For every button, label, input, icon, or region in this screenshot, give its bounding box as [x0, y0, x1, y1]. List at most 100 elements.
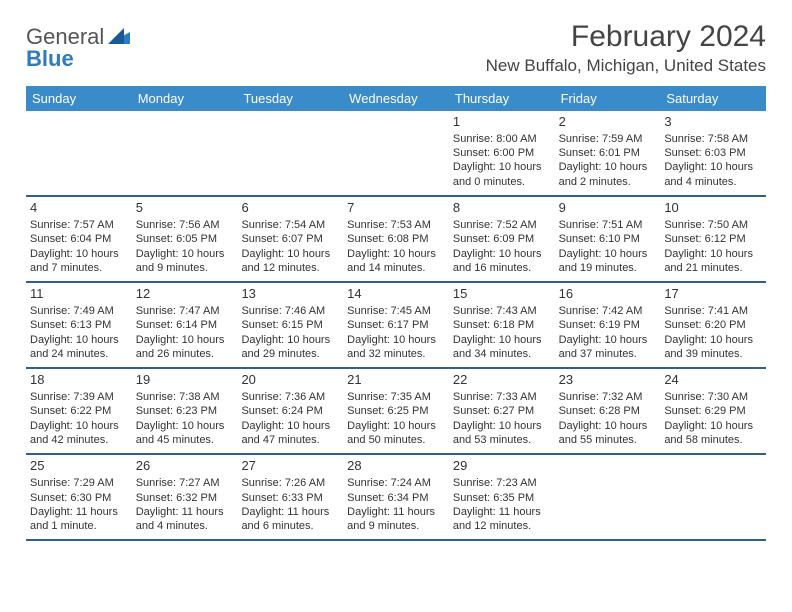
- day-info-line: Sunrise: 7:57 AM: [30, 218, 128, 232]
- day-info-line: and 16 minutes.: [453, 261, 551, 275]
- calendar-day-cell: 27Sunrise: 7:26 AMSunset: 6:33 PMDayligh…: [237, 455, 343, 539]
- day-info-line: Sunrise: 7:58 AM: [664, 132, 762, 146]
- day-info-line: Sunset: 6:09 PM: [453, 232, 551, 246]
- day-number: 5: [136, 200, 234, 217]
- location-text: New Buffalo, Michigan, United States: [486, 56, 766, 76]
- day-info-line: and 19 minutes.: [559, 261, 657, 275]
- day-info-line: Daylight: 10 hours: [559, 247, 657, 261]
- day-number: 18: [30, 372, 128, 389]
- day-number: 3: [664, 114, 762, 131]
- day-info-line: Sunrise: 7:45 AM: [347, 304, 445, 318]
- calendar-day-cell: 11Sunrise: 7:49 AMSunset: 6:13 PMDayligh…: [26, 283, 132, 367]
- calendar-day-cell: 6Sunrise: 7:54 AMSunset: 6:07 PMDaylight…: [237, 197, 343, 281]
- day-info-line: and 50 minutes.: [347, 433, 445, 447]
- calendar-day-cell: 4Sunrise: 7:57 AMSunset: 6:04 PMDaylight…: [26, 197, 132, 281]
- calendar-empty-cell: [237, 111, 343, 195]
- calendar-day-cell: 12Sunrise: 7:47 AMSunset: 6:14 PMDayligh…: [132, 283, 238, 367]
- day-info-line: Daylight: 11 hours: [241, 505, 339, 519]
- day-info-line: Daylight: 10 hours: [347, 419, 445, 433]
- day-info-line: and 55 minutes.: [559, 433, 657, 447]
- calendar-week-row: 11Sunrise: 7:49 AMSunset: 6:13 PMDayligh…: [26, 283, 766, 369]
- calendar-day-cell: 2Sunrise: 7:59 AMSunset: 6:01 PMDaylight…: [555, 111, 661, 195]
- day-info-line: Daylight: 10 hours: [136, 333, 234, 347]
- day-info-line: Daylight: 10 hours: [241, 419, 339, 433]
- calendar-day-cell: 8Sunrise: 7:52 AMSunset: 6:09 PMDaylight…: [449, 197, 555, 281]
- logo-text: General Blue: [26, 26, 130, 70]
- calendar-day-cell: 22Sunrise: 7:33 AMSunset: 6:27 PMDayligh…: [449, 369, 555, 453]
- day-info-line: Daylight: 10 hours: [30, 419, 128, 433]
- day-info-line: Sunset: 6:17 PM: [347, 318, 445, 332]
- day-info-line: and 12 minutes.: [241, 261, 339, 275]
- day-info-line: and 21 minutes.: [664, 261, 762, 275]
- day-info-line: Daylight: 11 hours: [136, 505, 234, 519]
- day-number: 20: [241, 372, 339, 389]
- day-info-line: and 7 minutes.: [30, 261, 128, 275]
- calendar-day-cell: 10Sunrise: 7:50 AMSunset: 6:12 PMDayligh…: [660, 197, 766, 281]
- day-number: 1: [453, 114, 551, 131]
- day-number: 27: [241, 458, 339, 475]
- day-info-line: and 47 minutes.: [241, 433, 339, 447]
- day-info-line: and 6 minutes.: [241, 519, 339, 533]
- day-number: 24: [664, 372, 762, 389]
- calendar-empty-cell: [343, 111, 449, 195]
- calendar-day-cell: 13Sunrise: 7:46 AMSunset: 6:15 PMDayligh…: [237, 283, 343, 367]
- day-info-line: Sunrise: 7:36 AM: [241, 390, 339, 404]
- day-number: 16: [559, 286, 657, 303]
- logo: General Blue: [26, 20, 130, 70]
- day-info-line: Sunset: 6:33 PM: [241, 491, 339, 505]
- calendar-day-cell: 21Sunrise: 7:35 AMSunset: 6:25 PMDayligh…: [343, 369, 449, 453]
- day-info-line: and 32 minutes.: [347, 347, 445, 361]
- day-info-line: Sunset: 6:19 PM: [559, 318, 657, 332]
- day-info-line: Sunset: 6:03 PM: [664, 146, 762, 160]
- day-info-line: Daylight: 10 hours: [453, 419, 551, 433]
- day-info-line: and 24 minutes.: [30, 347, 128, 361]
- day-number: 12: [136, 286, 234, 303]
- day-info-line: Sunrise: 7:29 AM: [30, 476, 128, 490]
- page-header: General Blue February 2024 New Buffalo, …: [26, 20, 766, 76]
- day-number: 11: [30, 286, 128, 303]
- calendar-day-cell: 1Sunrise: 8:00 AMSunset: 6:00 PMDaylight…: [449, 111, 555, 195]
- calendar-day-cell: 16Sunrise: 7:42 AMSunset: 6:19 PMDayligh…: [555, 283, 661, 367]
- day-number: 9: [559, 200, 657, 217]
- day-info-line: Daylight: 11 hours: [453, 505, 551, 519]
- day-number: 2: [559, 114, 657, 131]
- calendar-day-cell: 24Sunrise: 7:30 AMSunset: 6:29 PMDayligh…: [660, 369, 766, 453]
- day-info-line: Sunrise: 7:46 AM: [241, 304, 339, 318]
- weekday-header-row: SundayMondayTuesdayWednesdayThursdayFrid…: [26, 86, 766, 111]
- day-number: 28: [347, 458, 445, 475]
- day-info-line: Sunset: 6:10 PM: [559, 232, 657, 246]
- day-number: 19: [136, 372, 234, 389]
- day-info-line: Sunset: 6:25 PM: [347, 404, 445, 418]
- calendar-empty-cell: [660, 455, 766, 539]
- day-info-line: and 2 minutes.: [559, 175, 657, 189]
- day-number: 8: [453, 200, 551, 217]
- day-info-line: Sunrise: 7:56 AM: [136, 218, 234, 232]
- day-info-line: Sunset: 6:00 PM: [453, 146, 551, 160]
- day-info-line: Sunset: 6:07 PM: [241, 232, 339, 246]
- calendar-day-cell: 5Sunrise: 7:56 AMSunset: 6:05 PMDaylight…: [132, 197, 238, 281]
- day-info-line: Daylight: 10 hours: [30, 333, 128, 347]
- day-info-line: Daylight: 10 hours: [453, 247, 551, 261]
- weekday-header: Thursday: [449, 86, 555, 111]
- day-info-line: Sunrise: 7:49 AM: [30, 304, 128, 318]
- day-info-line: Sunset: 6:20 PM: [664, 318, 762, 332]
- weekday-header: Wednesday: [343, 86, 449, 111]
- weekday-header: Tuesday: [237, 86, 343, 111]
- calendar-day-cell: 14Sunrise: 7:45 AMSunset: 6:17 PMDayligh…: [343, 283, 449, 367]
- calendar-day-cell: 18Sunrise: 7:39 AMSunset: 6:22 PMDayligh…: [26, 369, 132, 453]
- day-number: 14: [347, 286, 445, 303]
- day-info-line: and 37 minutes.: [559, 347, 657, 361]
- title-block: February 2024 New Buffalo, Michigan, Uni…: [486, 20, 766, 76]
- day-info-line: Sunset: 6:35 PM: [453, 491, 551, 505]
- day-info-line: Daylight: 11 hours: [347, 505, 445, 519]
- day-number: 29: [453, 458, 551, 475]
- calendar-day-cell: 3Sunrise: 7:58 AMSunset: 6:03 PMDaylight…: [660, 111, 766, 195]
- day-info-line: and 53 minutes.: [453, 433, 551, 447]
- day-info-line: Sunrise: 7:23 AM: [453, 476, 551, 490]
- calendar-empty-cell: [26, 111, 132, 195]
- day-info-line: Sunrise: 7:47 AM: [136, 304, 234, 318]
- calendar-week-row: 18Sunrise: 7:39 AMSunset: 6:22 PMDayligh…: [26, 369, 766, 455]
- day-info-line: and 9 minutes.: [136, 261, 234, 275]
- weekday-header: Saturday: [660, 86, 766, 111]
- calendar-day-cell: 9Sunrise: 7:51 AMSunset: 6:10 PMDaylight…: [555, 197, 661, 281]
